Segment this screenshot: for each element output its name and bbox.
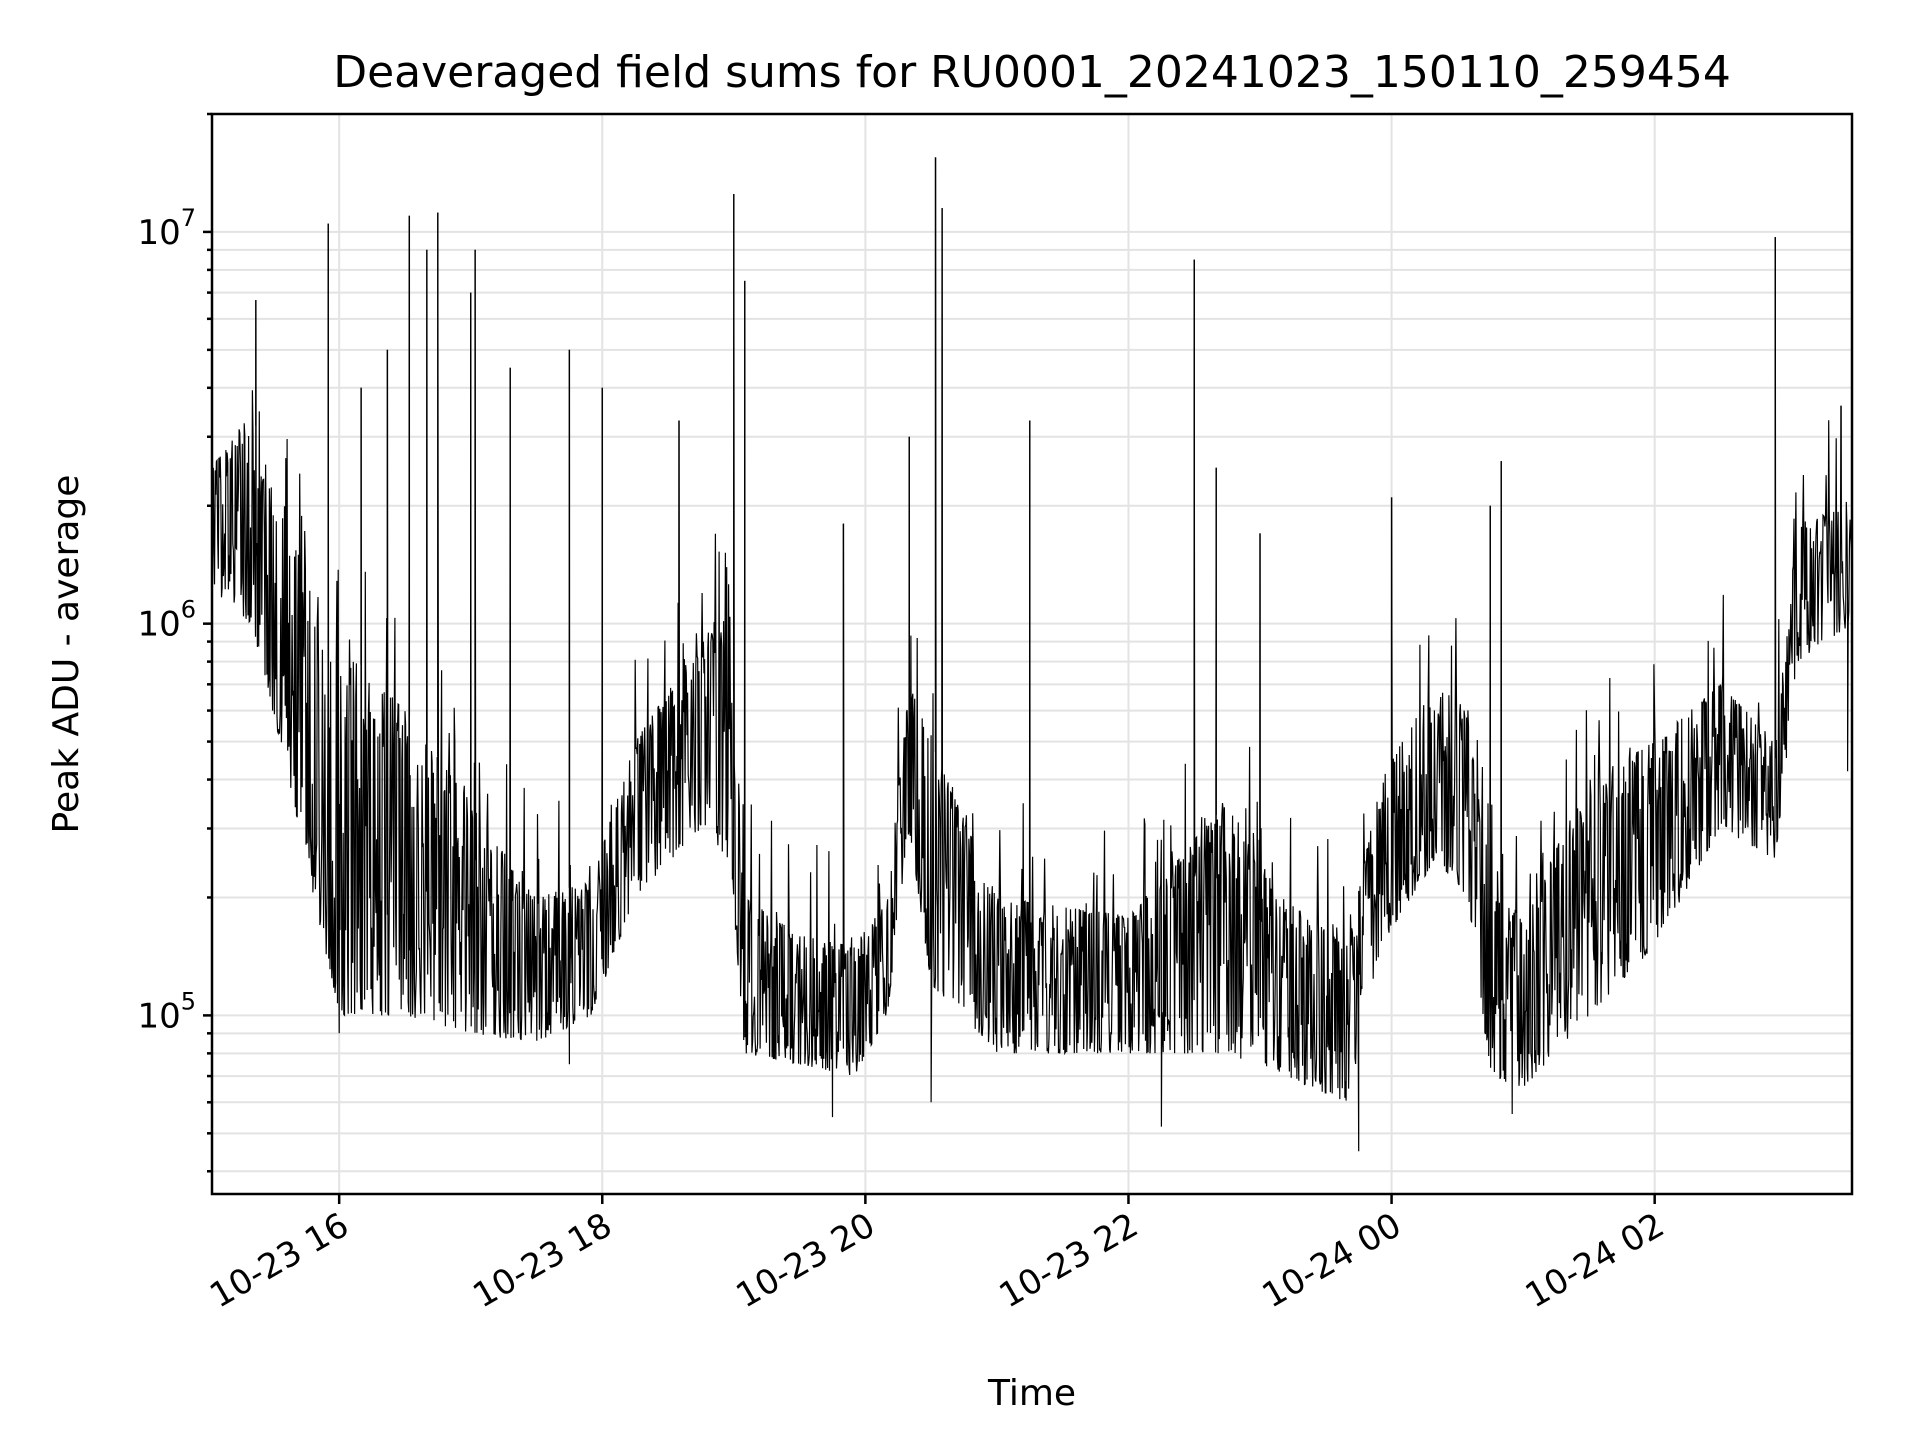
y-tick-exponent: 5 xyxy=(181,987,196,1015)
chart-title: Deaveraged field sums for RU0001_2024102… xyxy=(333,47,1731,98)
plot-frame xyxy=(210,112,1854,1196)
y-tick-label: 107 xyxy=(137,204,196,253)
y-tick-label: 106 xyxy=(137,596,196,645)
series-line xyxy=(211,157,1853,1152)
y-tick-base: 10 xyxy=(137,996,180,1036)
y-tick-exponent: 6 xyxy=(181,596,196,624)
series-layer xyxy=(211,157,1853,1152)
y-tick-exponent: 7 xyxy=(181,204,196,232)
x-axis-label: Time xyxy=(987,1373,1076,1414)
y-axis-label: Peak ADU - average xyxy=(46,475,87,834)
y-tick-base: 10 xyxy=(137,605,180,645)
y-tick-base: 10 xyxy=(137,213,180,253)
y-tick-label: 105 xyxy=(137,987,196,1036)
